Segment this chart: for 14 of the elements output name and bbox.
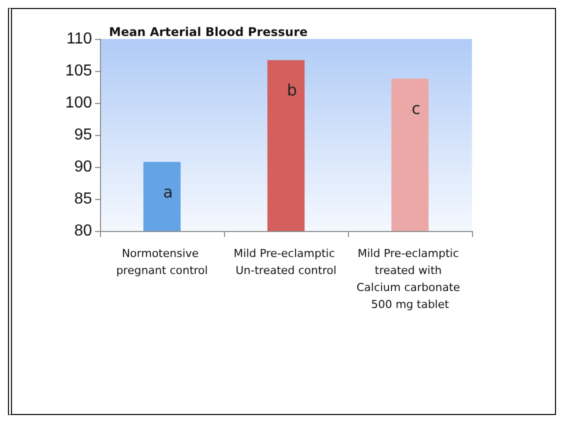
y-tick-label: 90	[74, 158, 92, 176]
y-tick-label: 95	[74, 126, 92, 144]
chart-title: Mean Arterial Blood Pressure	[109, 25, 308, 39]
y-tick-label: 80	[74, 222, 92, 240]
y-tick-label: 100	[65, 94, 92, 112]
x-tick-label: Mild Pre-eclamptic Un-treated control	[234, 247, 338, 277]
x-tick-label: Normotensive pregnant control	[116, 247, 208, 277]
data-label: c	[412, 99, 420, 118]
data-label: a	[163, 182, 173, 202]
y-tick-label: 85	[74, 190, 92, 208]
y-tick-label: 105	[65, 62, 92, 80]
x-tick-label: Mild Pre-eclamptic treated with Calcium carbonate 500 mg tablet	[356, 247, 464, 311]
y-tick-label: 110	[66, 30, 92, 48]
data-label: b	[286, 80, 298, 100]
